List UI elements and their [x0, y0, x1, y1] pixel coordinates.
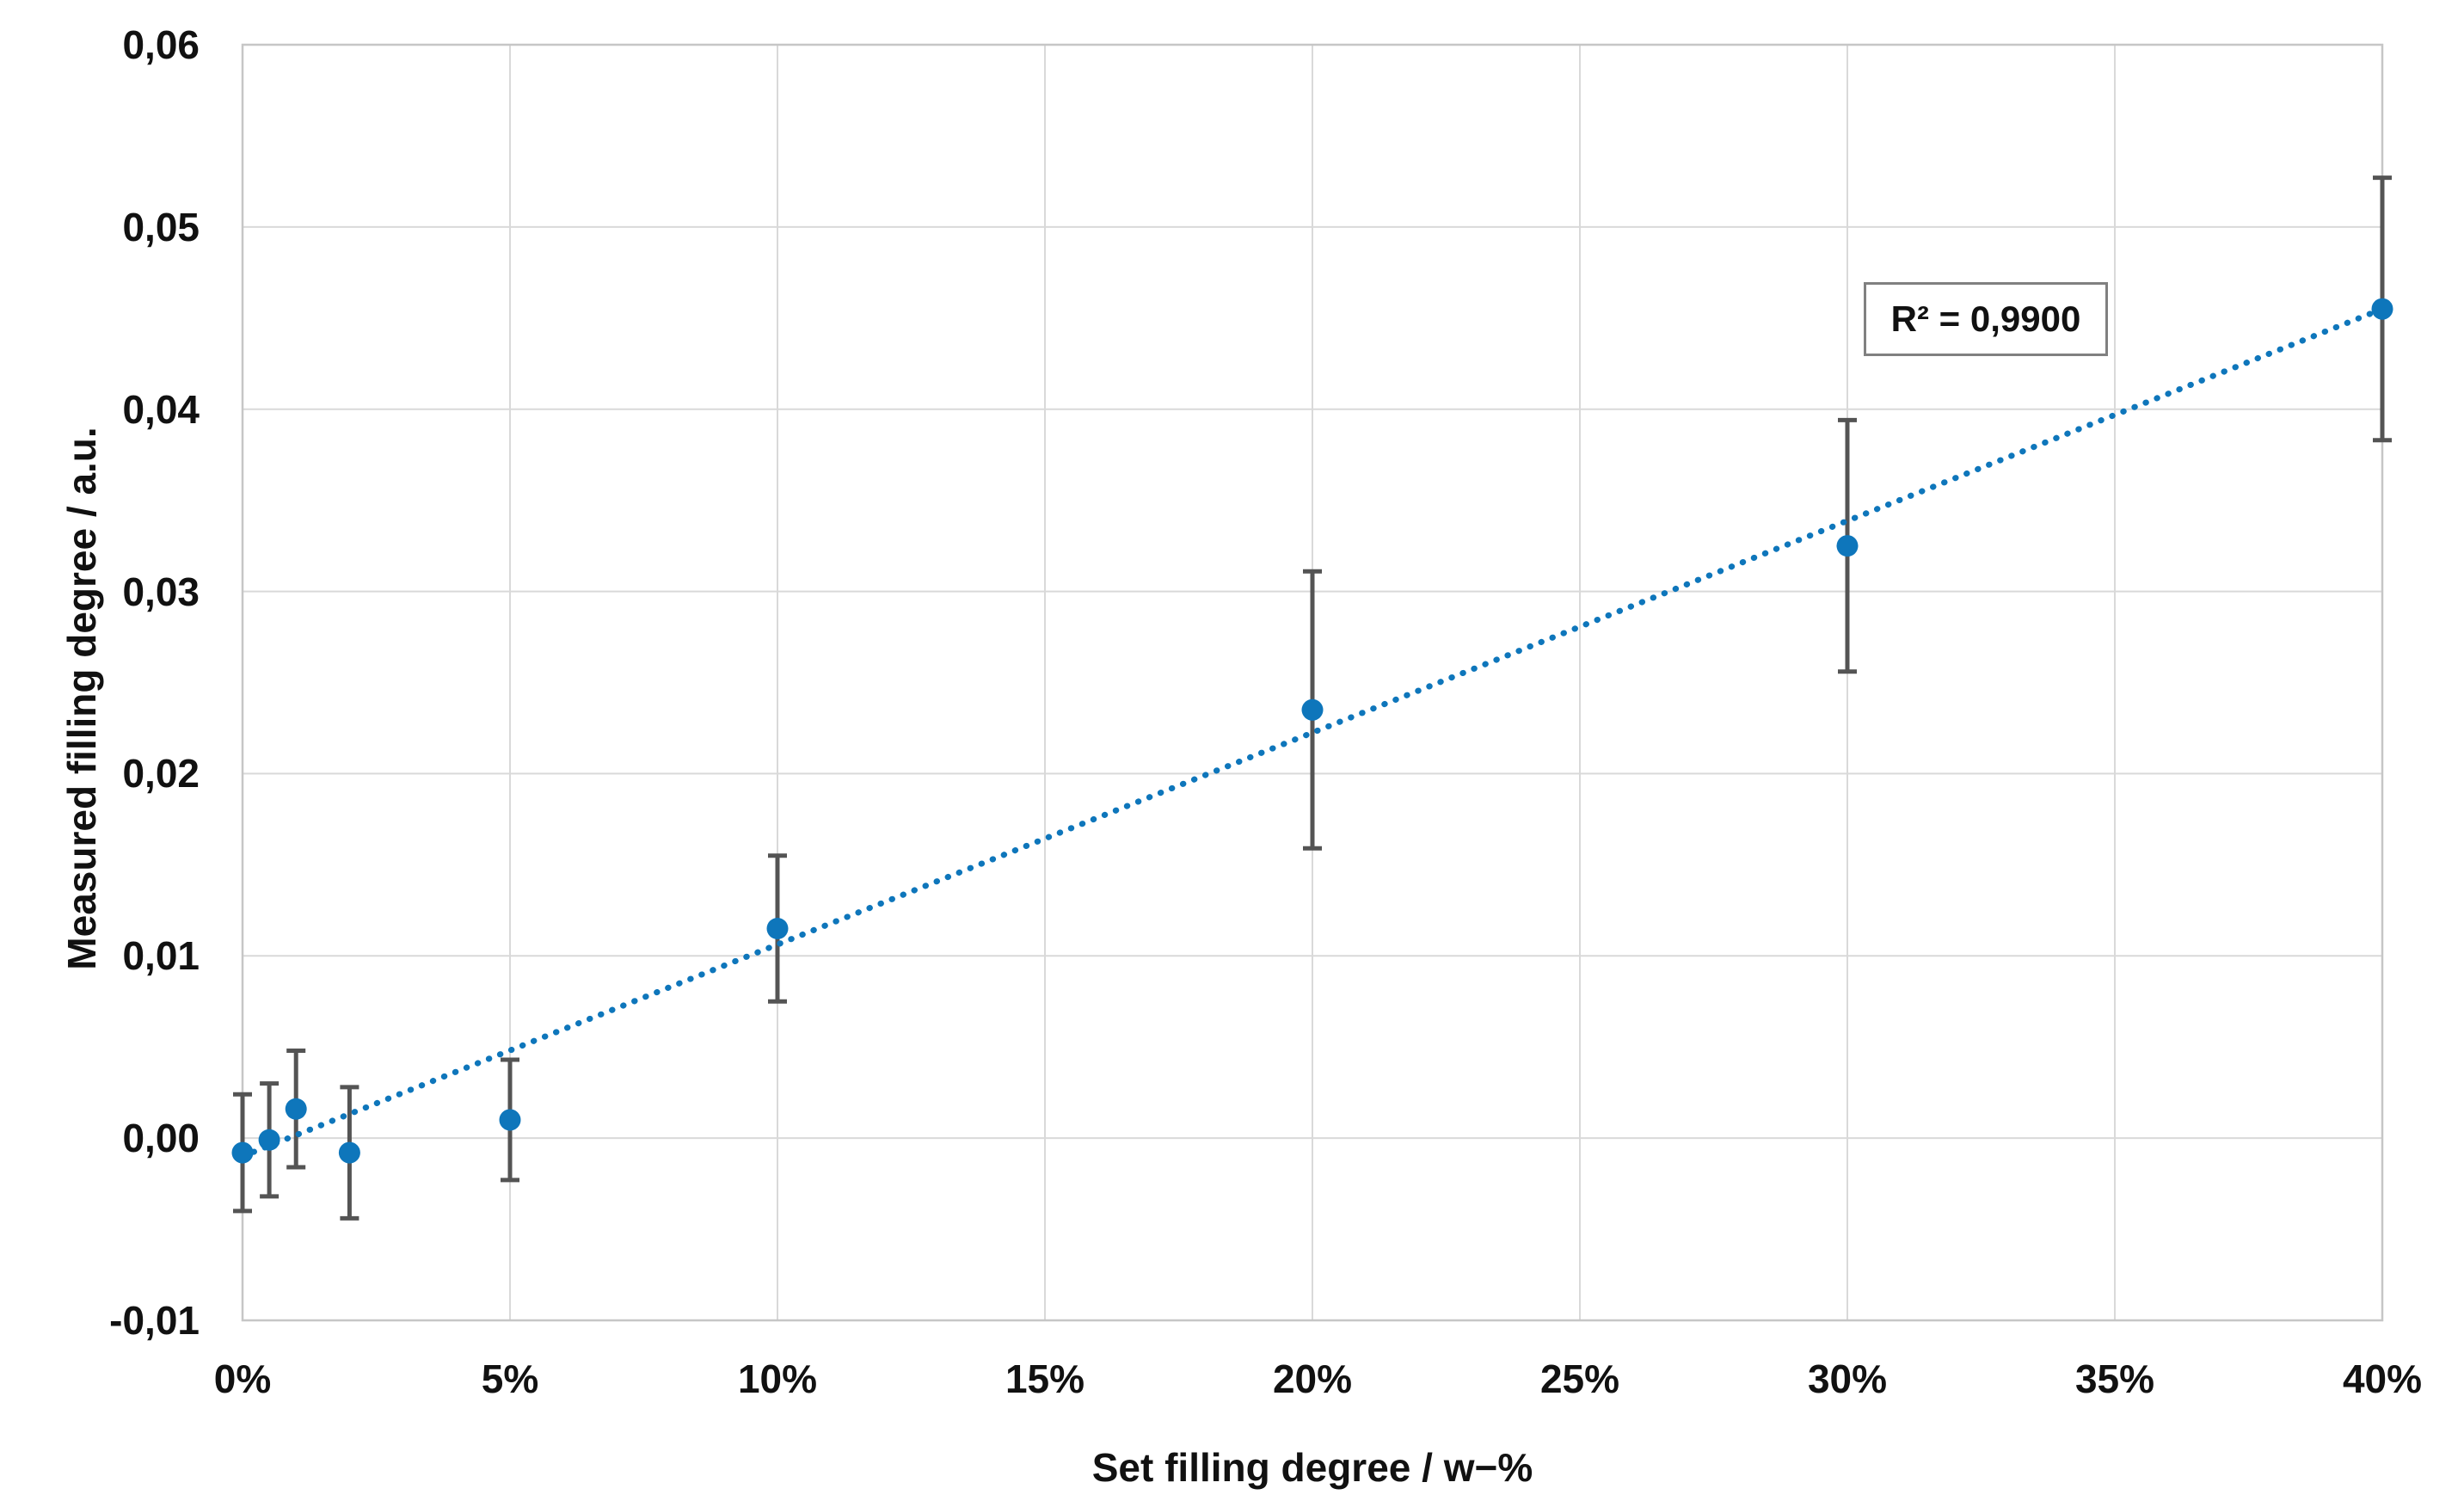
x-tick-label: 40% — [2342, 1356, 2423, 1401]
y-tick-label: 0,05 — [122, 204, 200, 249]
x-tick-label: 10% — [737, 1356, 818, 1401]
data-point-marker — [1836, 535, 1859, 557]
plot-border — [241, 43, 2384, 1322]
data-point-marker — [285, 1098, 307, 1120]
x-tick-label: 0% — [213, 1356, 272, 1401]
data-point-marker — [2371, 298, 2393, 320]
data-point-marker — [499, 1109, 521, 1131]
y-tick-label: 0,03 — [122, 569, 200, 614]
x-axis-title: Set filling degree / w−% — [1091, 1445, 1533, 1490]
data-point-marker — [1301, 698, 1324, 721]
y-tick-label: 0,04 — [122, 386, 200, 432]
data-point-marker — [231, 1141, 254, 1164]
x-tick-label: 35% — [2074, 1356, 2155, 1401]
y-tick-label: -0,01 — [109, 1298, 200, 1343]
x-tick-label: 15% — [1005, 1356, 1085, 1401]
x-tick-label: 20% — [1272, 1356, 1353, 1401]
y-tick-label: 0,02 — [122, 751, 200, 797]
data-point-marker — [766, 918, 789, 940]
y-tick-label: 0,01 — [122, 933, 200, 979]
x-tick-label: 30% — [1807, 1356, 1888, 1401]
y-tick-label: 0,00 — [122, 1116, 200, 1161]
r-squared-annotation-box: R² = 0,9900 — [1864, 282, 2108, 356]
x-tick-label: 5% — [481, 1356, 539, 1401]
y-axis-title: Measured filling degree / a.u. — [59, 427, 104, 970]
trendline-dotted — [239, 305, 2386, 1159]
data-point-marker — [258, 1129, 280, 1151]
y-tick-label: 0,06 — [122, 22, 200, 67]
x-tick-label: 25% — [1539, 1356, 1620, 1401]
r-squared-label: R² = 0,9900 — [1890, 298, 2081, 339]
data-point-marker — [338, 1141, 360, 1164]
